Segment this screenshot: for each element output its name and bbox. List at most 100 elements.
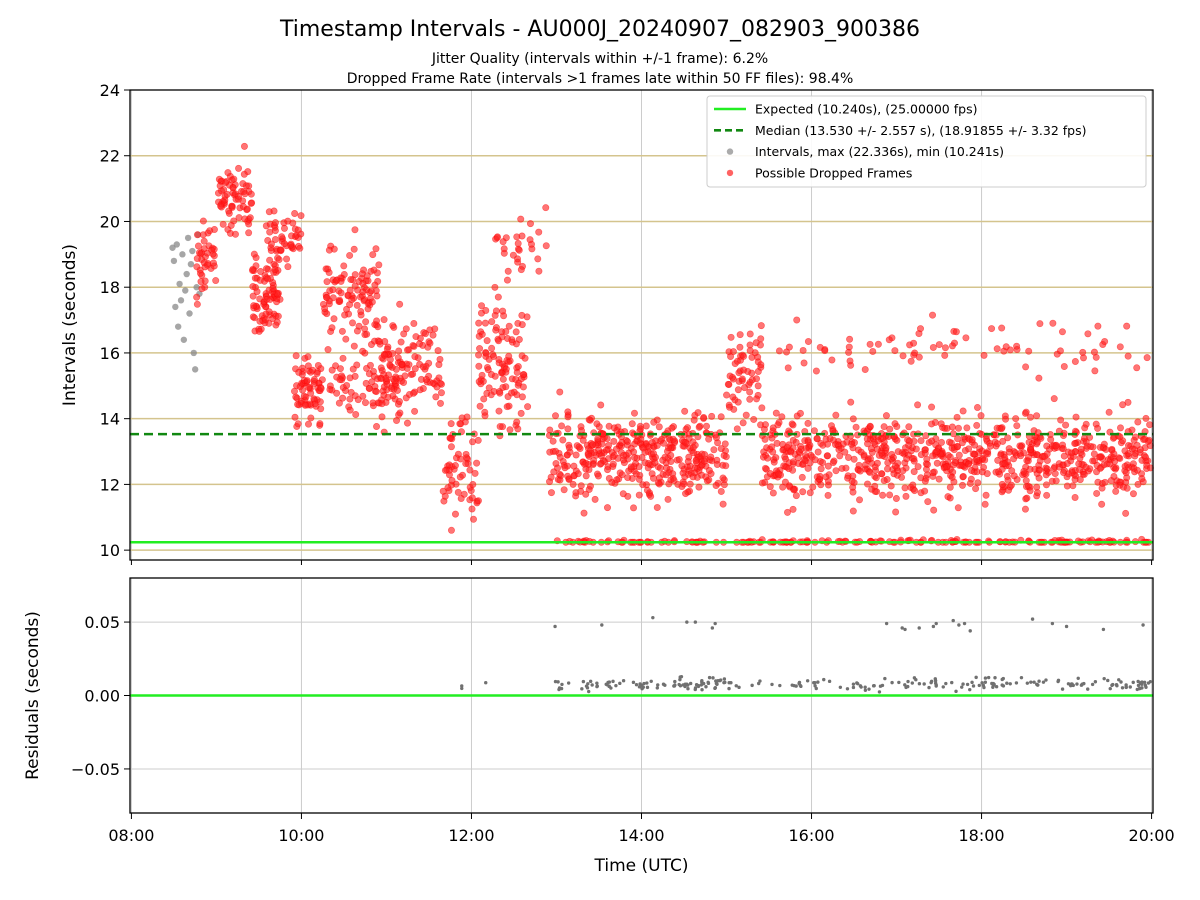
dropped-frame-point — [521, 354, 529, 362]
dropped-frame-point — [447, 443, 455, 451]
dropped-frame-point — [980, 351, 988, 359]
interval-point — [189, 247, 196, 255]
dropped-frame-point — [1059, 469, 1067, 477]
residual-point — [929, 679, 934, 683]
dropped-frame-point — [309, 366, 317, 374]
interval-point — [187, 260, 195, 268]
dropped-frame-point — [1133, 441, 1141, 449]
dropped-frame-point — [403, 364, 411, 372]
legend-entry: Median (13.530 +/- 2.557 s), (18.91855 +… — [755, 123, 1086, 138]
dropped-frame-point — [255, 327, 263, 335]
dropped-frame-point — [469, 438, 477, 446]
dropped-frame-point — [828, 356, 836, 364]
chart-title: Timestamp Intervals - AU000J_20240907_08… — [279, 17, 920, 42]
residual-point — [700, 688, 704, 692]
dropped-frame-point — [880, 477, 888, 485]
residual-point — [906, 679, 910, 684]
dropped-frame-point — [1052, 442, 1060, 450]
dropped-frame-point — [1042, 481, 1050, 489]
dropped-frame-point — [310, 395, 318, 403]
residual-point — [904, 685, 908, 690]
dropped-frame-point — [1047, 436, 1055, 444]
dropped-frame-point — [955, 451, 963, 459]
residual-point — [584, 684, 589, 688]
residual-point — [965, 682, 970, 687]
dropped-frame-point — [275, 256, 283, 264]
dropped-frame-point — [300, 392, 308, 400]
dropped-frame-point — [1060, 452, 1068, 460]
dropped-frame-point — [733, 425, 741, 433]
dropped-frame-point — [359, 288, 367, 296]
dropped-frame-point — [761, 435, 769, 443]
dropped-frame-point — [1129, 490, 1137, 498]
dropped-frame-point — [1016, 442, 1024, 450]
dropped-frame-point — [474, 436, 482, 444]
dropped-frame-point — [680, 480, 688, 488]
residual-point — [1140, 682, 1144, 686]
dropped-frame-point — [717, 487, 725, 495]
dropped-frame-point — [1071, 440, 1079, 448]
residual-point — [701, 681, 706, 686]
dropped-frame-point — [639, 481, 647, 489]
dropped-frame-point — [945, 438, 953, 446]
dropped-frame-point — [905, 423, 913, 431]
y-tick-label: 18 — [100, 278, 120, 297]
residual-point — [914, 677, 918, 682]
x-tick-label: 18:00 — [959, 826, 1005, 845]
dropped-frame-point — [421, 330, 429, 338]
dropped-frame-point — [800, 359, 808, 367]
residual-point — [816, 680, 820, 684]
dropped-frame-point — [447, 434, 455, 442]
dropped-frame-point — [303, 377, 311, 385]
dropped-frame-point — [817, 465, 825, 473]
dropped-frame-point — [1003, 472, 1011, 480]
dropped-frame-point — [478, 302, 486, 310]
residual-point — [872, 684, 876, 688]
dropped-frame-point — [869, 347, 877, 355]
dropped-frame-point — [1116, 343, 1124, 351]
dropped-frame-point — [953, 442, 961, 450]
dropped-frame-point — [804, 419, 812, 427]
dropped-frame-point — [982, 435, 990, 443]
dropped-frame-point — [669, 435, 677, 443]
residual-point — [484, 681, 488, 685]
dropped-frame-point — [492, 326, 500, 334]
dropped-frame-point — [891, 462, 899, 470]
dropped-frame-point — [789, 458, 797, 466]
dropped-frame-point — [986, 442, 994, 450]
dropped-frame-point — [481, 408, 489, 416]
intervals-y-axis-label: Intervals (seconds) — [60, 244, 80, 406]
residual-point — [460, 684, 464, 688]
dropped-frame-point — [669, 470, 677, 478]
dropped-frame-point — [271, 219, 279, 227]
residual-point — [822, 677, 826, 682]
interval-point — [190, 349, 197, 357]
dropped-frame-point — [369, 251, 377, 259]
residual-point — [778, 683, 782, 688]
dropped-frame-point — [784, 364, 792, 372]
residual-point — [1141, 623, 1145, 627]
dropped-frame-point — [1076, 466, 1084, 474]
dropped-frame-point — [368, 378, 376, 386]
dropped-frame-point — [513, 233, 521, 241]
dropped-frame-point — [1089, 457, 1097, 465]
dropped-frame-point — [517, 215, 525, 223]
dropped-frame-point — [217, 187, 225, 195]
dropped-frame-point — [727, 333, 735, 341]
dropped-frame-point — [492, 307, 500, 315]
residual-point — [983, 680, 988, 684]
dropped-frame-point — [502, 383, 510, 391]
dropped-frame-point — [722, 462, 730, 470]
dropped-frame-point — [946, 483, 954, 491]
interval-point — [193, 284, 200, 291]
dropped-frame-point — [294, 420, 302, 428]
dropped-frame-point — [294, 400, 302, 408]
dropped-frame-point — [878, 470, 886, 478]
residual-point — [587, 689, 591, 694]
dropped-frame-point — [874, 340, 882, 348]
dropped-frame-point — [929, 343, 937, 351]
dropped-frame-point — [618, 471, 626, 479]
dropped-frame-point — [816, 472, 824, 480]
residual-point — [1075, 682, 1079, 686]
dropped-frame-point — [866, 468, 874, 476]
